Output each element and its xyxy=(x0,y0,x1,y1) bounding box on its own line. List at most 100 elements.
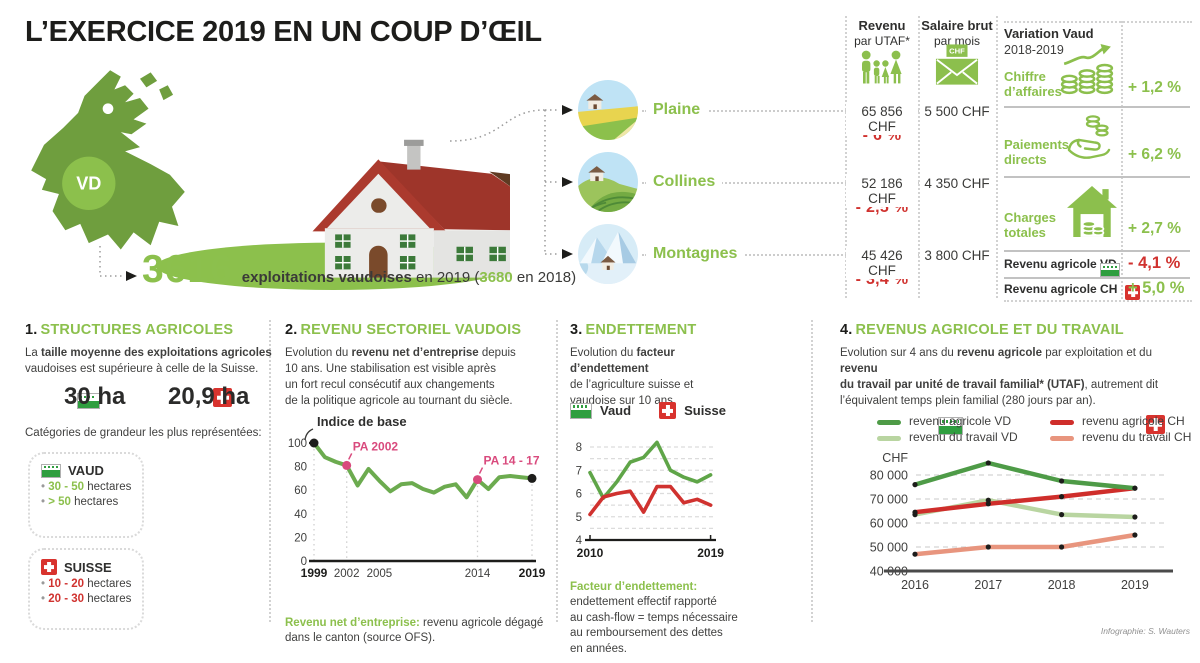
coins-growth-icon xyxy=(1060,44,1114,95)
section3-heading: 3. ENDETTEMENT xyxy=(570,322,697,338)
zone-label-collines: Collines xyxy=(646,173,723,191)
legend-swatch-agricole-vd xyxy=(877,420,901,425)
charges-totales-value: + 2,7 % xyxy=(1128,220,1181,237)
revenu-agricole-ch-value: + 5,0 % xyxy=(1128,279,1185,297)
categories-label: Catégories de grandeur les plus représen… xyxy=(25,427,262,439)
legend-swatch-travail-vd xyxy=(877,436,901,441)
section4-heading: 4. REVENUS AGRICOLE ET DU TRAVAIL xyxy=(840,322,1124,338)
svg-text:2019: 2019 xyxy=(519,566,546,580)
salaire-collines: 4 350 CHF xyxy=(920,175,994,192)
chiffre-affaires-label: Chiffre d’affaires xyxy=(1004,69,1062,99)
vd-flag-icon xyxy=(41,463,61,478)
legend-vaud: Vaud xyxy=(570,402,631,419)
svg-text:1999: 1999 xyxy=(301,566,328,580)
arrowheads xyxy=(126,105,573,281)
svg-text:2002: 2002 xyxy=(334,568,360,580)
chiffre-affaires-value: + 1,2 % xyxy=(1128,79,1181,96)
legend-swatch-travail-ch xyxy=(1050,436,1074,441)
svg-text:20: 20 xyxy=(294,532,307,544)
vd-badge-label: VD xyxy=(76,174,101,194)
svg-text:2016: 2016 xyxy=(901,578,929,592)
svg-text:PA 14 - 17: PA 14 - 17 xyxy=(484,454,540,468)
revenu-agricole-vd-label: Revenu agricole VD xyxy=(1004,257,1117,271)
svg-text:4: 4 xyxy=(576,535,583,547)
svg-text:2010: 2010 xyxy=(577,546,604,560)
suisse-card: SUISSE • 10 - 20 hectares • 20 - 30 hect… xyxy=(28,548,144,630)
svg-text:0: 0 xyxy=(301,556,307,568)
panel-border xyxy=(1004,21,1192,23)
panel-separator xyxy=(1004,106,1190,108)
hand-coins-icon xyxy=(1067,115,1111,159)
svg-text:5: 5 xyxy=(576,512,582,524)
column-header-revenu: Revenu par UTAF* xyxy=(854,18,910,49)
svg-text:CHF: CHF xyxy=(882,451,908,465)
legend-agricole-vd: revenu agricole VD xyxy=(909,414,1012,428)
revenu-agricole-ch-label: Revenu agricole CH xyxy=(1004,282,1118,296)
section3-footnote: Facteur d’endettement: endettement effect… xyxy=(570,581,738,655)
revenu-collines: 52 186 CHF xyxy=(846,175,918,207)
count-value: 3616 xyxy=(142,248,233,291)
zone-label-montagnes: Montagnes xyxy=(646,245,745,263)
section2-intro: Evolution du revenu net d’entreprise dep… xyxy=(285,347,516,407)
suisse-card-header: SUISSE xyxy=(41,559,131,575)
ch-average-size: 20,9 ha xyxy=(168,383,250,410)
panel-divider xyxy=(1121,21,1123,299)
svg-text:60: 60 xyxy=(294,485,307,497)
plaine-icon xyxy=(578,80,638,140)
svg-text:50 000: 50 000 xyxy=(870,541,908,555)
zone-label-plaine: Plaine xyxy=(646,101,708,119)
svg-text:2014: 2014 xyxy=(465,568,491,580)
vd-badge xyxy=(62,156,116,210)
page-title: L’EXERCICE 2019 EN UN COUP D’ŒIL xyxy=(25,16,542,48)
revenu-sectoriel-chart: 0 20 40 60 80 100 1999 2002 2005 2014 2019 PA 2002 P… xyxy=(288,414,546,580)
section3-intro: Evolution du facteur d’endettement de l’ag… xyxy=(570,347,694,407)
montagnes-icon xyxy=(578,224,638,284)
svg-text:40: 40 xyxy=(294,509,307,521)
svg-text:8: 8 xyxy=(576,442,582,454)
house-door xyxy=(369,245,388,278)
suisse-bullet: • 20 - 30 hectares xyxy=(41,593,132,605)
legend-swatch-agricole-ch xyxy=(1050,420,1074,425)
ch-flag-icon xyxy=(1125,285,1141,300)
svg-text:7: 7 xyxy=(576,465,582,477)
exploitations-count: 3616 exploitations vaudoises en 2019 (36… xyxy=(142,248,576,292)
revenu-agricole-vd-value: - 4,1 % xyxy=(1128,254,1181,272)
collines-icon xyxy=(578,152,638,212)
ch-flag-icon xyxy=(213,388,233,407)
svg-text:2019: 2019 xyxy=(1121,578,1149,592)
paiements-directs-label: Paiements directs xyxy=(1004,137,1070,167)
column-divider xyxy=(845,16,847,298)
section4-intro: Evolution sur 4 ans du revenu agricole p… xyxy=(840,347,1159,407)
legend-agricole-ch: revenu agricole CH xyxy=(1082,414,1185,428)
legend-suisse: Suisse xyxy=(659,402,726,419)
window-panes xyxy=(335,234,506,270)
section2-heading: 2. REVENU SECTORIEL VAUDOIS xyxy=(285,322,522,338)
section-divider xyxy=(269,320,271,622)
panel-separator xyxy=(1004,176,1190,178)
farmhouse-illustration xyxy=(156,139,510,290)
section1-intro: La taille moyenne des exploitations agri… xyxy=(25,347,272,375)
endettement-legend: Vaud Suisse xyxy=(570,402,726,419)
svg-text:2005: 2005 xyxy=(367,568,393,580)
vaud-bullet: • 30 - 50 hectares xyxy=(41,481,132,493)
paiements-directs-value: + 6,2 % xyxy=(1128,146,1181,163)
svg-text:2018: 2018 xyxy=(1048,578,1076,592)
vd-flag-icon xyxy=(1100,263,1120,277)
leader-line xyxy=(642,182,994,184)
ch-flag-icon xyxy=(659,402,677,419)
leader-line xyxy=(642,254,994,256)
map-hole xyxy=(102,103,114,114)
family-icon xyxy=(861,50,902,84)
vd-flag-icon xyxy=(570,402,592,419)
legend-travail-ch: revenu du travail CH xyxy=(1082,430,1192,444)
charges-totales-label: Charges totales xyxy=(1004,210,1057,240)
svg-text:2019: 2019 xyxy=(697,546,724,560)
suisse-bullet: • 10 - 20 hectares xyxy=(41,578,132,590)
vaud-card: VAUD • 30 - 50 hectares • > 50 hectares xyxy=(28,452,144,538)
ch-flag-icon xyxy=(1146,415,1166,434)
revenu-montagnes: 45 426 CHF xyxy=(846,247,918,279)
panel-separator xyxy=(1004,250,1190,252)
